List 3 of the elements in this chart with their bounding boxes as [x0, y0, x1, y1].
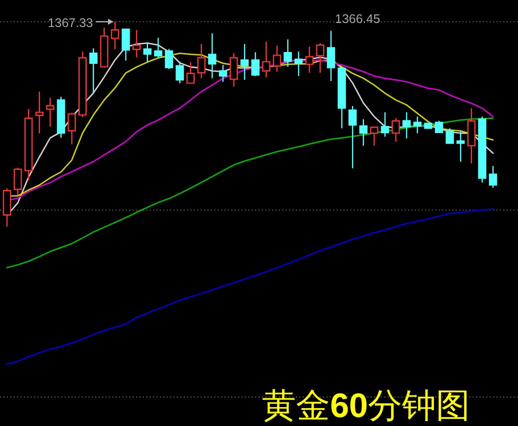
text: 黄金60分钟图 [262, 387, 470, 425]
annotation: 1366.45 [335, 12, 380, 26]
annotation: 1367.33 [48, 16, 94, 30]
